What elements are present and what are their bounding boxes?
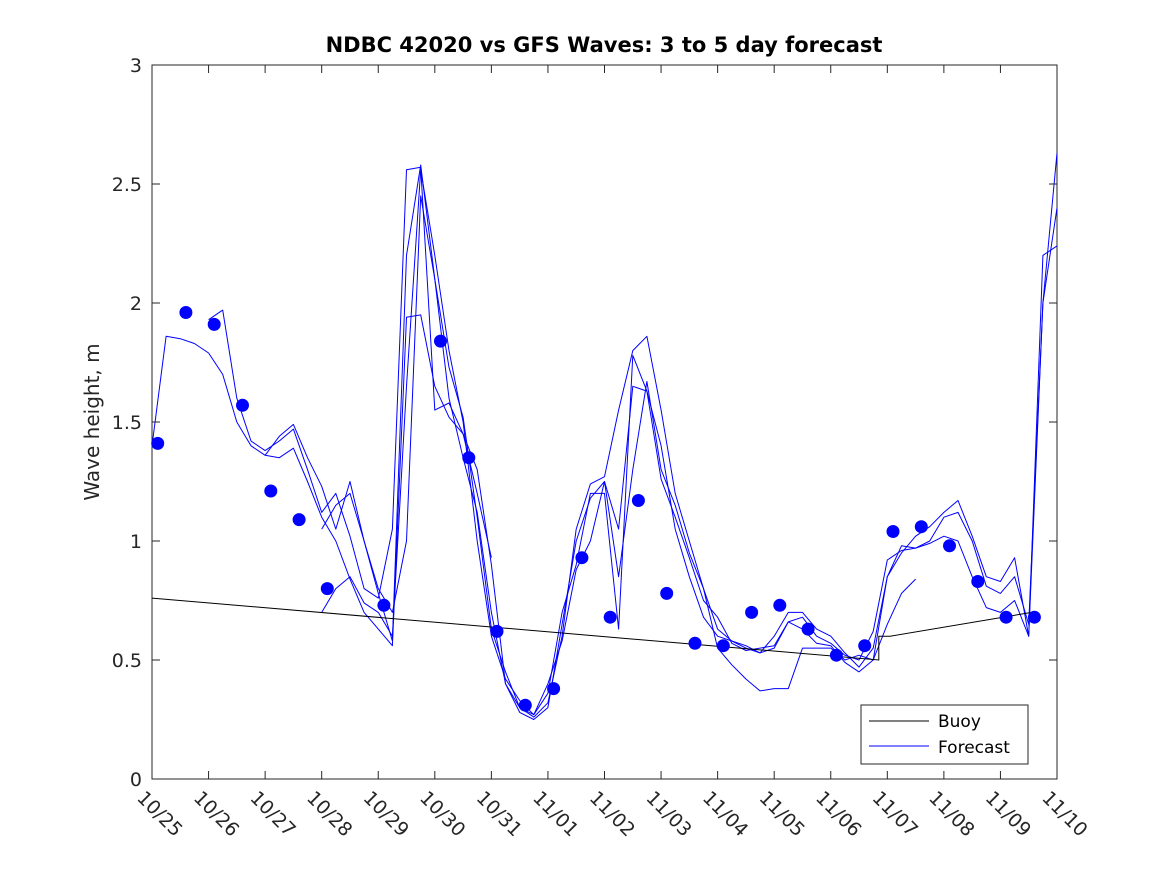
observation-point xyxy=(547,682,561,696)
y-tick-label: 1 xyxy=(130,531,142,553)
observation-point xyxy=(688,636,702,650)
observation-points xyxy=(151,306,1041,712)
legend-box xyxy=(860,704,1029,765)
observation-point xyxy=(1027,610,1041,624)
observation-point xyxy=(773,598,787,612)
observation-point xyxy=(716,639,730,653)
observation-point xyxy=(179,306,193,319)
observation-point xyxy=(829,648,843,662)
observation-point xyxy=(886,525,900,538)
observation-point xyxy=(999,610,1013,624)
observation-point xyxy=(631,494,645,507)
observation-point xyxy=(914,520,928,534)
observation-point xyxy=(462,451,476,465)
observation-point xyxy=(236,398,249,412)
observation-point xyxy=(207,317,221,331)
forecast-series-line-1 xyxy=(151,245,1058,718)
legend-buoy-label: Buoy xyxy=(938,712,981,732)
observation-point xyxy=(320,582,334,596)
observation-point xyxy=(943,539,956,553)
observation-point xyxy=(858,639,872,653)
observation-point xyxy=(264,484,278,498)
y-tick-label: 2.5 xyxy=(112,174,142,196)
y-tick-label: 0.5 xyxy=(112,650,142,672)
y-axis-label: Wave height, m xyxy=(80,343,104,500)
plot-area xyxy=(151,64,1058,780)
observation-point xyxy=(434,334,447,348)
observation-point xyxy=(660,586,674,600)
legend: Buoy Forecast xyxy=(860,704,1029,765)
legend-forecast-label: Forecast xyxy=(938,738,1010,758)
observation-point xyxy=(151,436,165,450)
observation-point xyxy=(575,551,589,565)
observation-point xyxy=(603,610,617,624)
observation-point xyxy=(292,513,306,527)
observation-point xyxy=(377,598,391,612)
y-tick-label: 2 xyxy=(130,293,142,315)
observation-point xyxy=(490,624,504,638)
forecast-series-line-5 xyxy=(321,169,916,716)
y-tick-label: 3 xyxy=(130,55,142,77)
buoy-line xyxy=(151,597,1032,661)
forecast-series-line-2 xyxy=(208,166,492,599)
y-tick-label: 1.5 xyxy=(112,412,142,434)
chart-title: NDBC 42020 vs GFS Waves: 3 to 5 day fore… xyxy=(326,33,883,57)
y-tick-label: 0 xyxy=(130,769,142,791)
observation-point xyxy=(801,622,815,636)
y-axis-ticks: 0 0.5 1 1.5 2 2.5 3 xyxy=(112,55,1057,791)
observation-point xyxy=(745,605,759,619)
observation-point xyxy=(518,698,532,712)
observation-point xyxy=(971,575,985,588)
